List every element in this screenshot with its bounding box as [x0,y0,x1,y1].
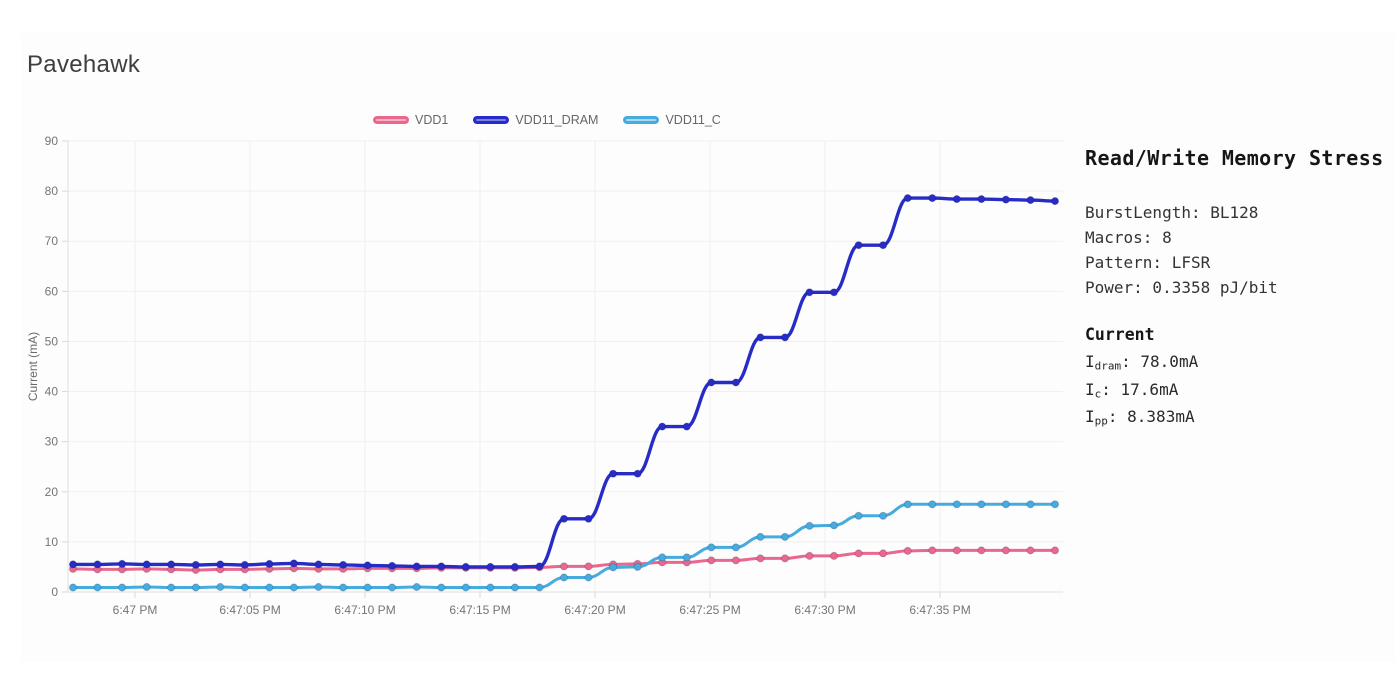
y-tick-label-40: 40 [45,385,59,399]
x-tick-label-7: 6:47:35 PM [909,603,970,617]
x-tick-label-4: 6:47:20 PM [564,603,625,617]
legend-swatch-icon [623,116,660,124]
legend-label: VDD11_DRAM [515,113,599,127]
current-heading: Current [1085,325,1155,344]
panel-currents: Idram: 78.0mA Ic: 17.6mA Ipp: 8.383mA [1085,348,1397,431]
panel-detail-power: Power: 0.3358 pJ/bit [1085,278,1278,297]
legend-item-vdd11_c[interactable]: VDD11_C [623,113,721,127]
y-tick-label-50: 50 [45,334,59,348]
current-c: Ic: 17.6mA [1085,379,1179,400]
y-tick-label-0: 0 [51,585,58,599]
chart-area: 0 10 20 30 40 50 60 70 80 90 6:47 PM 6:47:05 PM 6:47… [21,130,1091,630]
y-tick-label-80: 80 [45,184,59,198]
panel-details: BurstLength: BL128 Macros: 8 Pattern: LFSR… [1085,200,1397,300]
x-tick-label-5: 6:47:25 PM [679,603,740,617]
legend-label: VDD11_C [665,113,721,127]
side-panel: Read/Write Memory Stress BurstLength: BL… [1085,146,1397,431]
y-tick-label-70: 70 [45,234,59,248]
y-tick-label-30: 30 [45,435,59,449]
y-tick-label-90: 90 [45,134,59,148]
panel-detail-pattern: Pattern: LFSR [1085,253,1211,272]
legend-swatch-icon [373,116,409,124]
current-pp: Ipp: 8.383mA [1085,407,1195,428]
x-tick-label-0: 6:47 PM [113,603,158,617]
y-tick-label-10: 10 [45,535,59,549]
x-tick-label-6: 6:47:30 PM [794,603,855,617]
legend-item-vdd11_dram[interactable]: VDD11_DRAM [473,113,598,127]
y-axis-title: Current (mA) [26,332,40,401]
chart-legend: VDD1 VDD11_DRAM VDD11_C [373,113,721,127]
chart-canvas[interactable]: 0 10 20 30 40 50 60 70 80 90 6:47 PM 6:47:05 PM 6:47… [21,130,1091,630]
legend-swatch-icon [473,116,510,124]
panel-detail-macros: Macros: 8 [1085,228,1172,247]
series-vdd11_c[interactable] [68,500,1060,592]
page-title: Pavehawk [27,51,141,78]
y-tick-label-20: 20 [45,485,59,499]
panel-detail-burstlength: BurstLength: BL128 [1085,203,1259,222]
series-vdd11_dram[interactable] [68,194,1060,571]
x-tick-label-3: 6:47:15 PM [449,603,510,617]
legend-item-vdd1[interactable]: VDD1 [373,113,448,127]
legend-label: VDD1 [415,113,449,127]
y-tick-label-60: 60 [45,284,59,298]
series-vdd1[interactable] [68,546,1060,575]
x-tick-label-2: 6:47:10 PM [334,603,395,617]
x-tick-label-1: 6:47:05 PM [219,603,280,617]
panel-title: Read/Write Memory Stress [1085,146,1384,170]
current-dram: Idram: 78.0mA [1085,352,1199,373]
